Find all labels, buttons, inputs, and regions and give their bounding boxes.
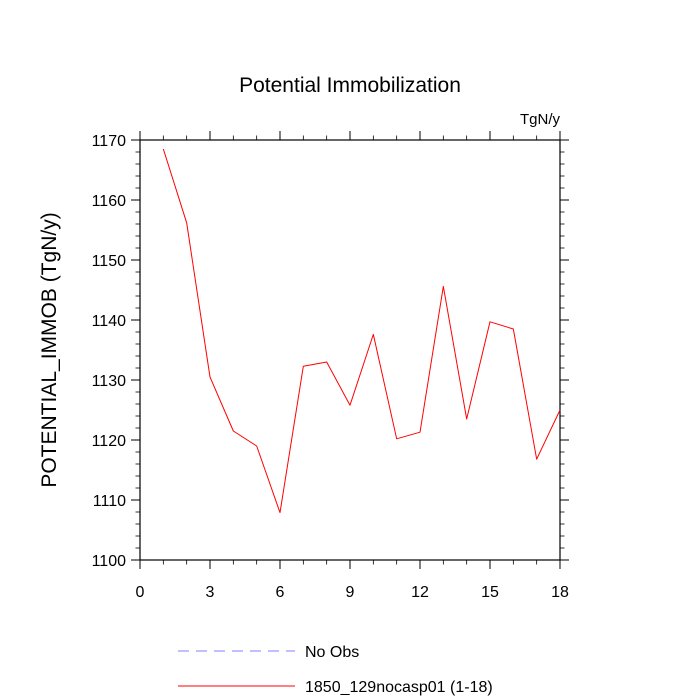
y-axis-label: POTENTIAL_IMMOB (TgN/y) xyxy=(38,212,61,487)
x-tick-label: 12 xyxy=(411,584,429,601)
y-tick-label: 1150 xyxy=(92,253,127,270)
y-tick-label: 1170 xyxy=(92,133,127,150)
y-tick-labels: 1100 1110 1120 1130 1140 1150 1160 1170 xyxy=(92,133,127,570)
major-ticks xyxy=(131,131,569,569)
y-tick-label: 1100 xyxy=(92,553,127,570)
minor-ticks xyxy=(135,135,565,565)
legend-label-no-obs: No Obs xyxy=(305,644,359,661)
series-layer xyxy=(162,148,561,514)
x-tick-label: 6 xyxy=(276,584,285,601)
legend-label-series: 1850_129nocasp01 (1-18) xyxy=(305,679,493,696)
x-tick-label: 3 xyxy=(206,584,215,601)
y-tick-label: 1140 xyxy=(92,313,127,330)
y-tick-label: 1160 xyxy=(92,193,127,210)
y-tick-label: 1120 xyxy=(92,433,127,450)
y-tick-label: 1110 xyxy=(93,493,126,510)
units-label: TgN/y xyxy=(520,111,561,128)
x-tick-label: 0 xyxy=(136,584,145,601)
legend: No Obs 1850_129nocasp01 (1-18) xyxy=(178,644,493,696)
plot-frame xyxy=(139,139,561,561)
x-tick-label: 9 xyxy=(346,584,355,601)
y-tick-label: 1130 xyxy=(92,373,127,390)
x-tick-label: 18 xyxy=(551,584,569,601)
chart-title: Potential Immobilization xyxy=(239,74,461,97)
x-tick-labels: 0 3 6 9 12 15 18 xyxy=(136,584,569,601)
series-line xyxy=(162,148,561,514)
x-tick-label: 15 xyxy=(481,584,499,601)
